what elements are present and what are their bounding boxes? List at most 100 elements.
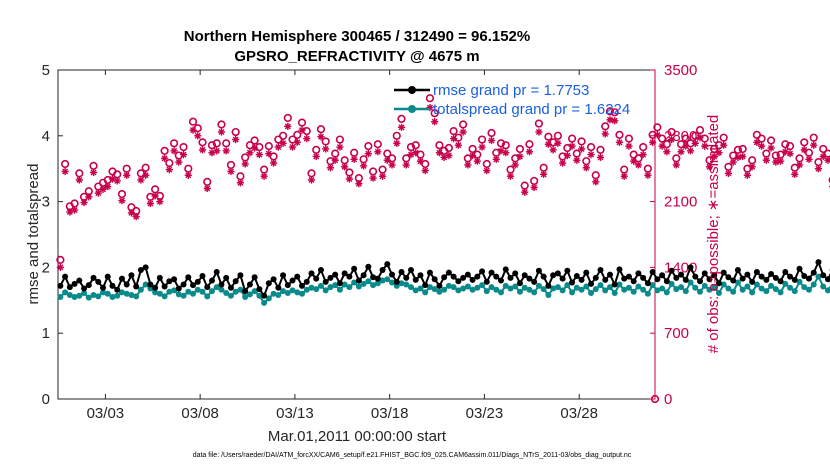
asterisk-stroke [185,172,192,179]
totalspread-point [659,285,666,292]
possible-obs-point [814,158,823,167]
asterisk-stroke [526,148,533,155]
rmse-point [673,274,680,281]
rmse-point [417,272,424,279]
asterisk-stroke [294,139,301,146]
totalspread-point [346,284,353,291]
assimilated-obs-point [355,180,363,188]
possible-obs-point [762,149,771,158]
rmse-point [801,272,808,279]
rmse-point [213,269,220,276]
rmse-point [261,292,268,299]
rmse-point [445,269,452,276]
rmse-point [227,284,234,291]
totalspread-point [526,286,533,293]
rmse-point [782,269,789,276]
assimilated-obs-point [459,128,467,136]
rmse-point [521,272,528,279]
rmse-point [625,273,632,280]
asterisk-stroke [507,173,514,180]
assimilated-obs-point [672,161,680,169]
possible-obs-point [733,145,743,154]
totalspread-point [772,286,779,293]
assimilated-obs-point [393,139,401,147]
asterisk-stroke [673,161,680,168]
rmse-point [317,267,324,274]
totalspread-point [697,288,704,295]
rmse-point [692,273,699,280]
assimilated-obs-point [587,151,595,159]
rmse-series [57,259,830,299]
possible-obs-point [250,136,259,145]
totalspread-point [474,284,481,291]
assimilated-obs-point [378,172,387,180]
totalspread-point [190,290,197,297]
rmse-point [815,259,822,266]
asterisk-stroke [559,160,566,167]
asterisk-stroke [460,129,467,136]
possible-obs-point [217,120,226,129]
right-tick-label: 0 [664,391,672,408]
asterisk-stroke [569,143,576,150]
rmse-point [294,273,301,280]
possible-obs-point [411,141,420,150]
possible-obs-point [397,114,406,123]
rmse-point [185,274,192,281]
asterisk-stroke [488,137,495,144]
rmse-point [464,271,471,278]
asterisk-stroke [550,146,557,153]
assimilated-obs-point [288,143,297,151]
rmse-point [663,278,670,285]
asterisk-stroke [545,141,552,148]
rmse-point [573,272,580,279]
totalspread-point [431,286,438,293]
asterisk-stroke [303,135,310,142]
rmse-point [431,276,438,283]
totalspread-point [578,286,585,293]
asterisk-stroke [261,173,268,180]
possible-obs-point [288,135,297,144]
asterisk-stroke [322,145,329,152]
assimilated-obs-point [56,263,64,271]
possible-obs-point [392,131,401,140]
totalspread-point [531,289,538,296]
assimilated-obs-point [525,148,534,156]
asterisk-stroke [630,158,637,165]
assimilated-obs-point [241,160,249,168]
assimilated-obs-point [620,172,628,180]
rmse-point [824,276,830,283]
totalspread-point [123,290,130,297]
totalspread-point [725,285,732,292]
totalspread-point [118,289,125,296]
asterisk-stroke [246,149,253,156]
totalspread-point [422,289,429,296]
assimilated-obs-point [663,148,671,156]
asterisk-stroke [621,173,628,180]
assimilated-obs-point [701,142,709,150]
rmse-point [232,278,239,285]
rmse-point [711,272,718,279]
totalspread-point [128,292,135,299]
rmse-point [332,271,339,278]
assimilated-obs-point [364,150,372,158]
assimilated-obs-point [161,154,169,162]
totalspread-point [76,292,83,299]
asterisk-stroke [133,213,140,220]
totalspread-point [133,293,140,300]
totalspread-point [403,281,410,288]
assimilated-obs-point [739,152,747,161]
rmse-point [744,271,751,278]
totalspread-point [644,290,651,297]
rmse-point [256,286,263,293]
totalspread-point [412,287,419,294]
assimilated-obs-point [255,151,263,159]
asterisk-stroke [284,123,291,130]
rmse-point [649,269,656,276]
totalspread-point [90,292,97,299]
assimilated-obs-point [767,144,775,152]
rmse-point [772,274,779,281]
assimilated-obs-point [303,135,311,143]
asterisk-stroke [242,160,249,168]
rmse-point [805,275,812,282]
totalspread-point [289,287,296,294]
